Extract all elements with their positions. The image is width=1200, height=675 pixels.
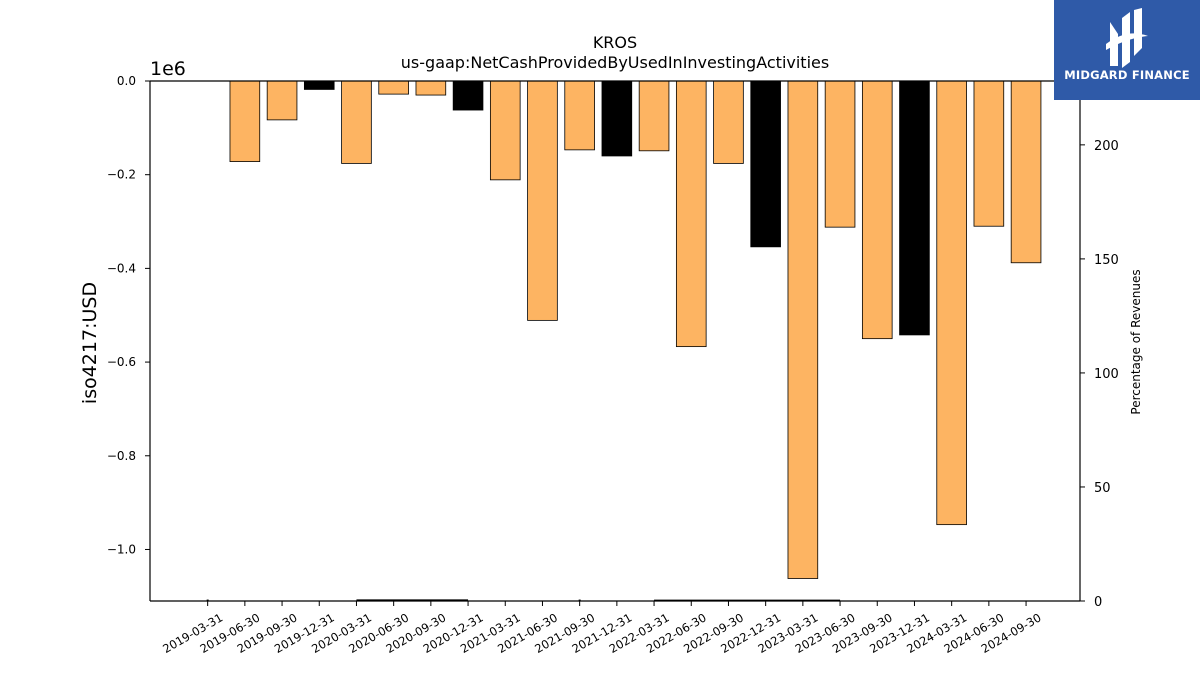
bar-2021-09-30 xyxy=(564,80,595,151)
y-tick-label: 0.0 xyxy=(117,74,136,88)
bar-2023-03-31 xyxy=(787,80,819,579)
y-axis-label: iso4217:USD xyxy=(79,282,101,404)
y2-axis-label: Percentage of Revenues xyxy=(1129,269,1143,414)
y2-tick-label: 0 xyxy=(1094,595,1102,610)
bar-2019-12-31 xyxy=(303,80,335,90)
y2-tick-label: 150 xyxy=(1094,253,1119,268)
bar-2021-12-31 xyxy=(601,80,633,157)
bar-2023-12-31 xyxy=(899,80,930,336)
y-tick-label: −0.8 xyxy=(107,449,136,463)
bar-2021-06-30 xyxy=(527,80,558,321)
bar-2023-09-30 xyxy=(861,80,893,340)
bar-2020-12-31 xyxy=(452,80,484,111)
y2-tick-label: 100 xyxy=(1094,367,1119,382)
bar-2021-03-31 xyxy=(489,80,521,181)
bar-2019-09-30 xyxy=(266,80,298,121)
bar-2022-09-30 xyxy=(713,80,744,164)
y2-tick-label: 50 xyxy=(1094,481,1111,496)
bar-2022-03-31 xyxy=(638,80,670,152)
chart-subtitle: us-gaap:NetCashProvidedByUsedInInvesting… xyxy=(401,53,829,72)
midgard-logo: MIDGARD FINANCE xyxy=(1054,0,1200,100)
bars-group xyxy=(229,80,1042,579)
bar-2019-06-30 xyxy=(229,80,261,162)
y-tick-label: −1.0 xyxy=(107,542,136,556)
bar-2022-06-30 xyxy=(675,80,707,348)
bar-2024-09-30 xyxy=(1010,80,1042,264)
bar-2020-06-30 xyxy=(378,80,409,95)
chart-title: KROS xyxy=(593,33,637,52)
bar-2022-12-31 xyxy=(750,80,781,248)
bar-2024-06-30 xyxy=(973,80,1005,227)
y-tick-label: −0.2 xyxy=(107,168,136,182)
y-tick-label: −0.6 xyxy=(107,355,136,369)
bar-2020-09-30 xyxy=(415,80,447,96)
logo-text: MIDGARD FINANCE xyxy=(1064,68,1190,82)
bar-2020-03-31 xyxy=(341,80,372,164)
bar-2023-06-30 xyxy=(824,80,856,228)
y2-tick-label: 200 xyxy=(1094,139,1119,154)
midgard-logo-icon xyxy=(1106,8,1148,68)
bar-2024-03-31 xyxy=(936,80,967,526)
y-tick-label: −0.4 xyxy=(107,261,136,275)
y-offset-label: 1e6 xyxy=(150,58,186,80)
